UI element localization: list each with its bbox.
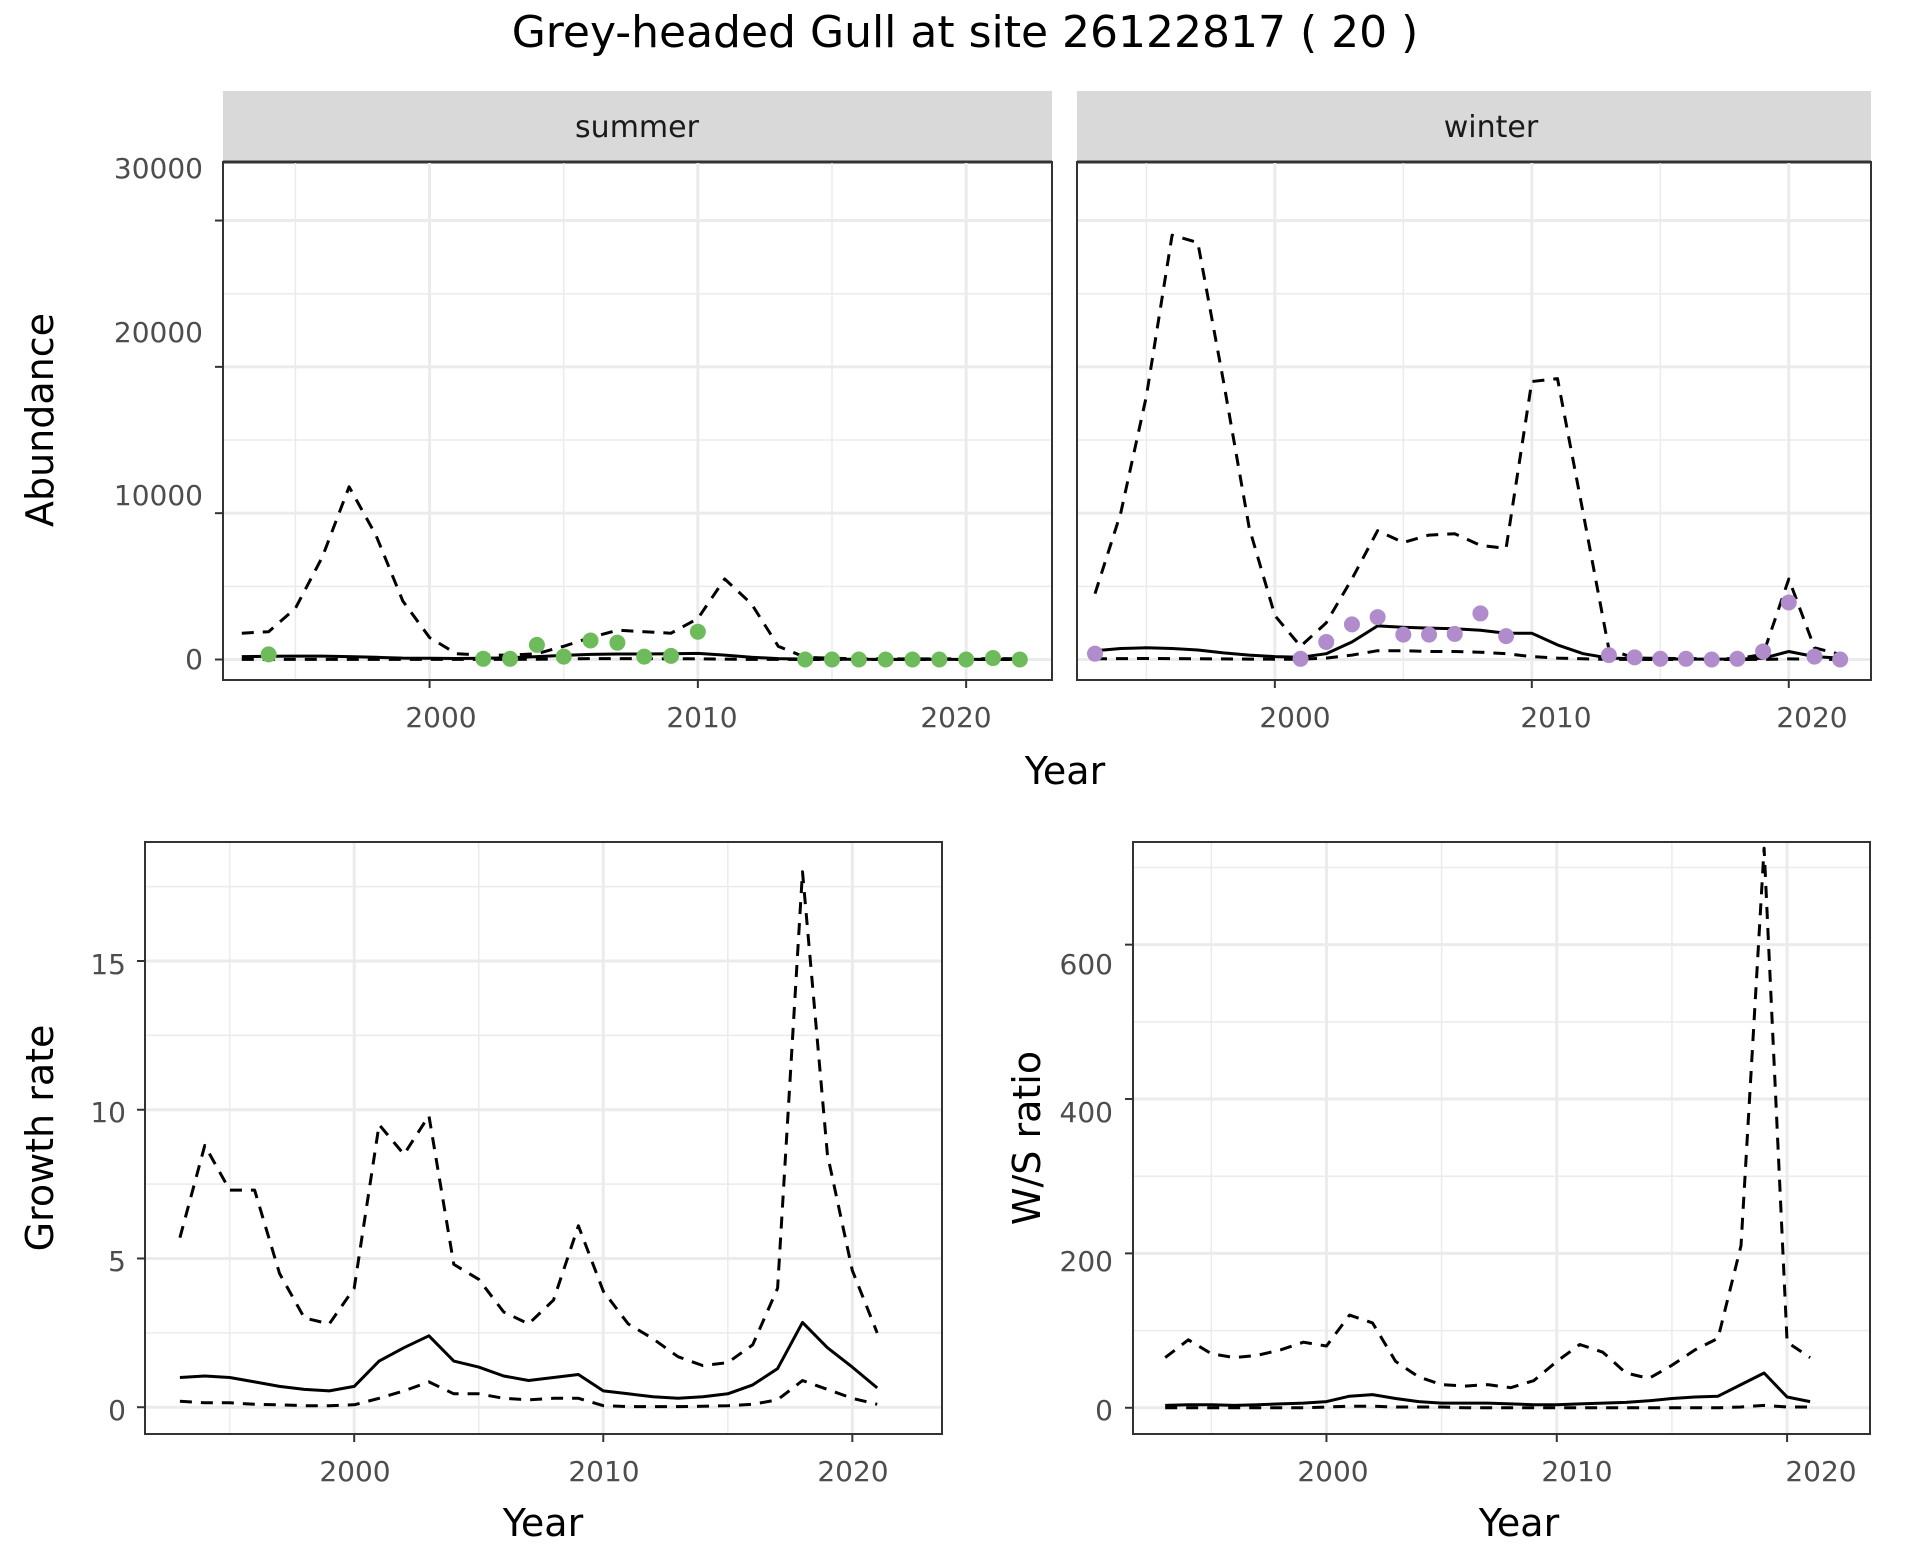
series-line-mean (1165, 1371, 1811, 1407)
data-point (502, 650, 519, 667)
br-y-tick-label-0: 0 (1095, 1394, 1113, 1427)
data-point (528, 636, 545, 653)
winter-x-tick-label-1: 2010 (1520, 701, 1591, 734)
data-point (797, 651, 814, 668)
data-point (824, 651, 841, 668)
data-point (1703, 651, 1720, 668)
data-point (663, 647, 680, 664)
series-line-bound (179, 1379, 878, 1409)
data-point (1677, 650, 1694, 667)
bl-x-axis-title: Year (502, 1501, 584, 1545)
bl-y-tick-label-1: 5 (108, 1245, 126, 1278)
panel-summer-border (222, 161, 1053, 681)
summer-x-axis: 2000 2010 2020 (405, 701, 991, 734)
top-y-tick-label-1: 10000 (114, 479, 203, 512)
data-point (984, 650, 1001, 667)
winter-x-tick-label-0: 2000 (1259, 701, 1330, 734)
data-point (609, 634, 626, 651)
bl-y-tick-label-0: 0 (108, 1394, 126, 1427)
data-point (582, 632, 599, 649)
bl-y-tick-label-3: 15 (90, 948, 126, 981)
data-point (260, 646, 277, 663)
top-y-tick-label-3: 30000 (114, 152, 203, 185)
top-y-axis-title: Abundance (18, 313, 62, 527)
plot-area-summer (215, 162, 1052, 688)
panel-growth-rate: 0 5 10 15 2000 2010 2020 Year Growth rat… (18, 841, 943, 1545)
top-y-tick-label-2: 20000 (114, 316, 203, 349)
data-point (1780, 594, 1797, 611)
data-point (958, 651, 975, 668)
br-y-tick-label-1: 200 (1060, 1245, 1113, 1278)
panel-summer: summer (215, 91, 1053, 688)
br-x-tick-label-1: 2010 (1541, 1455, 1612, 1488)
strip-winter-label: winter (1444, 110, 1539, 145)
data-point (1755, 643, 1772, 660)
data-point (850, 651, 867, 668)
summer-x-tick-label-2: 2020 (920, 701, 991, 734)
series-line-mean (179, 1320, 879, 1400)
top-y-axis: 0 10000 20000 30000 (114, 152, 203, 676)
data-point (1011, 651, 1028, 668)
top-y-tick-label-0: 0 (185, 643, 203, 676)
strip-summer-bg (223, 91, 1052, 162)
series-line-bound (241, 657, 1020, 661)
data-point (904, 651, 921, 668)
data-point (1318, 633, 1335, 650)
panel-ws-ratio: 0 200 400 600 2000 2010 2020 Year W/S ra… (1005, 841, 1871, 1545)
data-point (475, 650, 492, 667)
br-y-tick-label-2: 400 (1060, 1096, 1113, 1129)
br-x-axis-title: Year (1478, 1501, 1560, 1545)
panel-winter-border (1076, 161, 1872, 681)
winter-x-axis: 2000 2010 2020 (1259, 701, 1847, 734)
plot-area-winter (1077, 162, 1871, 688)
bl-x-tick-label-0: 2000 (319, 1455, 390, 1488)
data-point (1626, 649, 1643, 666)
br-x-tick-label-2: 2020 (1785, 1455, 1856, 1488)
bl-x-tick-label-2: 2020 (817, 1455, 888, 1488)
data-point (1292, 650, 1309, 667)
data-point (1421, 626, 1438, 643)
figure-title: Grey-headed Gull at site 26122817 ( 20 ) (512, 7, 1419, 58)
winter-x-tick-label-2: 2020 (1776, 701, 1847, 734)
data-point (931, 651, 948, 668)
data-point (1600, 647, 1617, 664)
summer-x-tick-label-1: 2010 (666, 701, 737, 734)
strip-summer-label: summer (575, 110, 700, 145)
data-point (1729, 650, 1746, 667)
br-y-tick-label-3: 600 (1060, 948, 1113, 981)
br-x-tick-label-0: 2000 (1297, 1455, 1368, 1488)
data-point (1446, 625, 1463, 642)
data-point (1832, 651, 1849, 668)
series-line-bound (1164, 846, 1811, 1390)
data-point (1086, 645, 1103, 662)
bl-y-axis-title: Growth rate (18, 1025, 62, 1252)
plot-area-ws-ratio (1125, 842, 1870, 1442)
data-point (1472, 605, 1489, 622)
summer-x-tick-label-0: 2000 (405, 701, 476, 734)
panel-growth-rate-border (144, 841, 943, 1435)
data-point (877, 651, 894, 668)
panel-ws-ratio-border (1132, 841, 1871, 1435)
data-point (1369, 609, 1386, 626)
top-x-axis-title: Year (1024, 749, 1106, 793)
strip-winter-bg (1077, 91, 1871, 162)
bl-x-tick-label-1: 2010 (568, 1455, 639, 1488)
data-point (555, 648, 572, 665)
series-line-bound (178, 870, 879, 1368)
data-point (636, 648, 653, 665)
data-point (1395, 626, 1412, 643)
br-y-axis-title: W/S ratio (1005, 1051, 1049, 1225)
data-point (1806, 648, 1823, 665)
panel-winter: winter (1076, 91, 1872, 688)
series-line-bound (1165, 1403, 1811, 1410)
series-line-bound (241, 485, 1020, 661)
data-point (1498, 628, 1515, 645)
data-point (1652, 650, 1669, 667)
data-point (1343, 616, 1360, 633)
plot-area-growth-rate (137, 842, 942, 1442)
bl-y-tick-label-2: 10 (90, 1096, 126, 1129)
data-point (689, 623, 706, 640)
